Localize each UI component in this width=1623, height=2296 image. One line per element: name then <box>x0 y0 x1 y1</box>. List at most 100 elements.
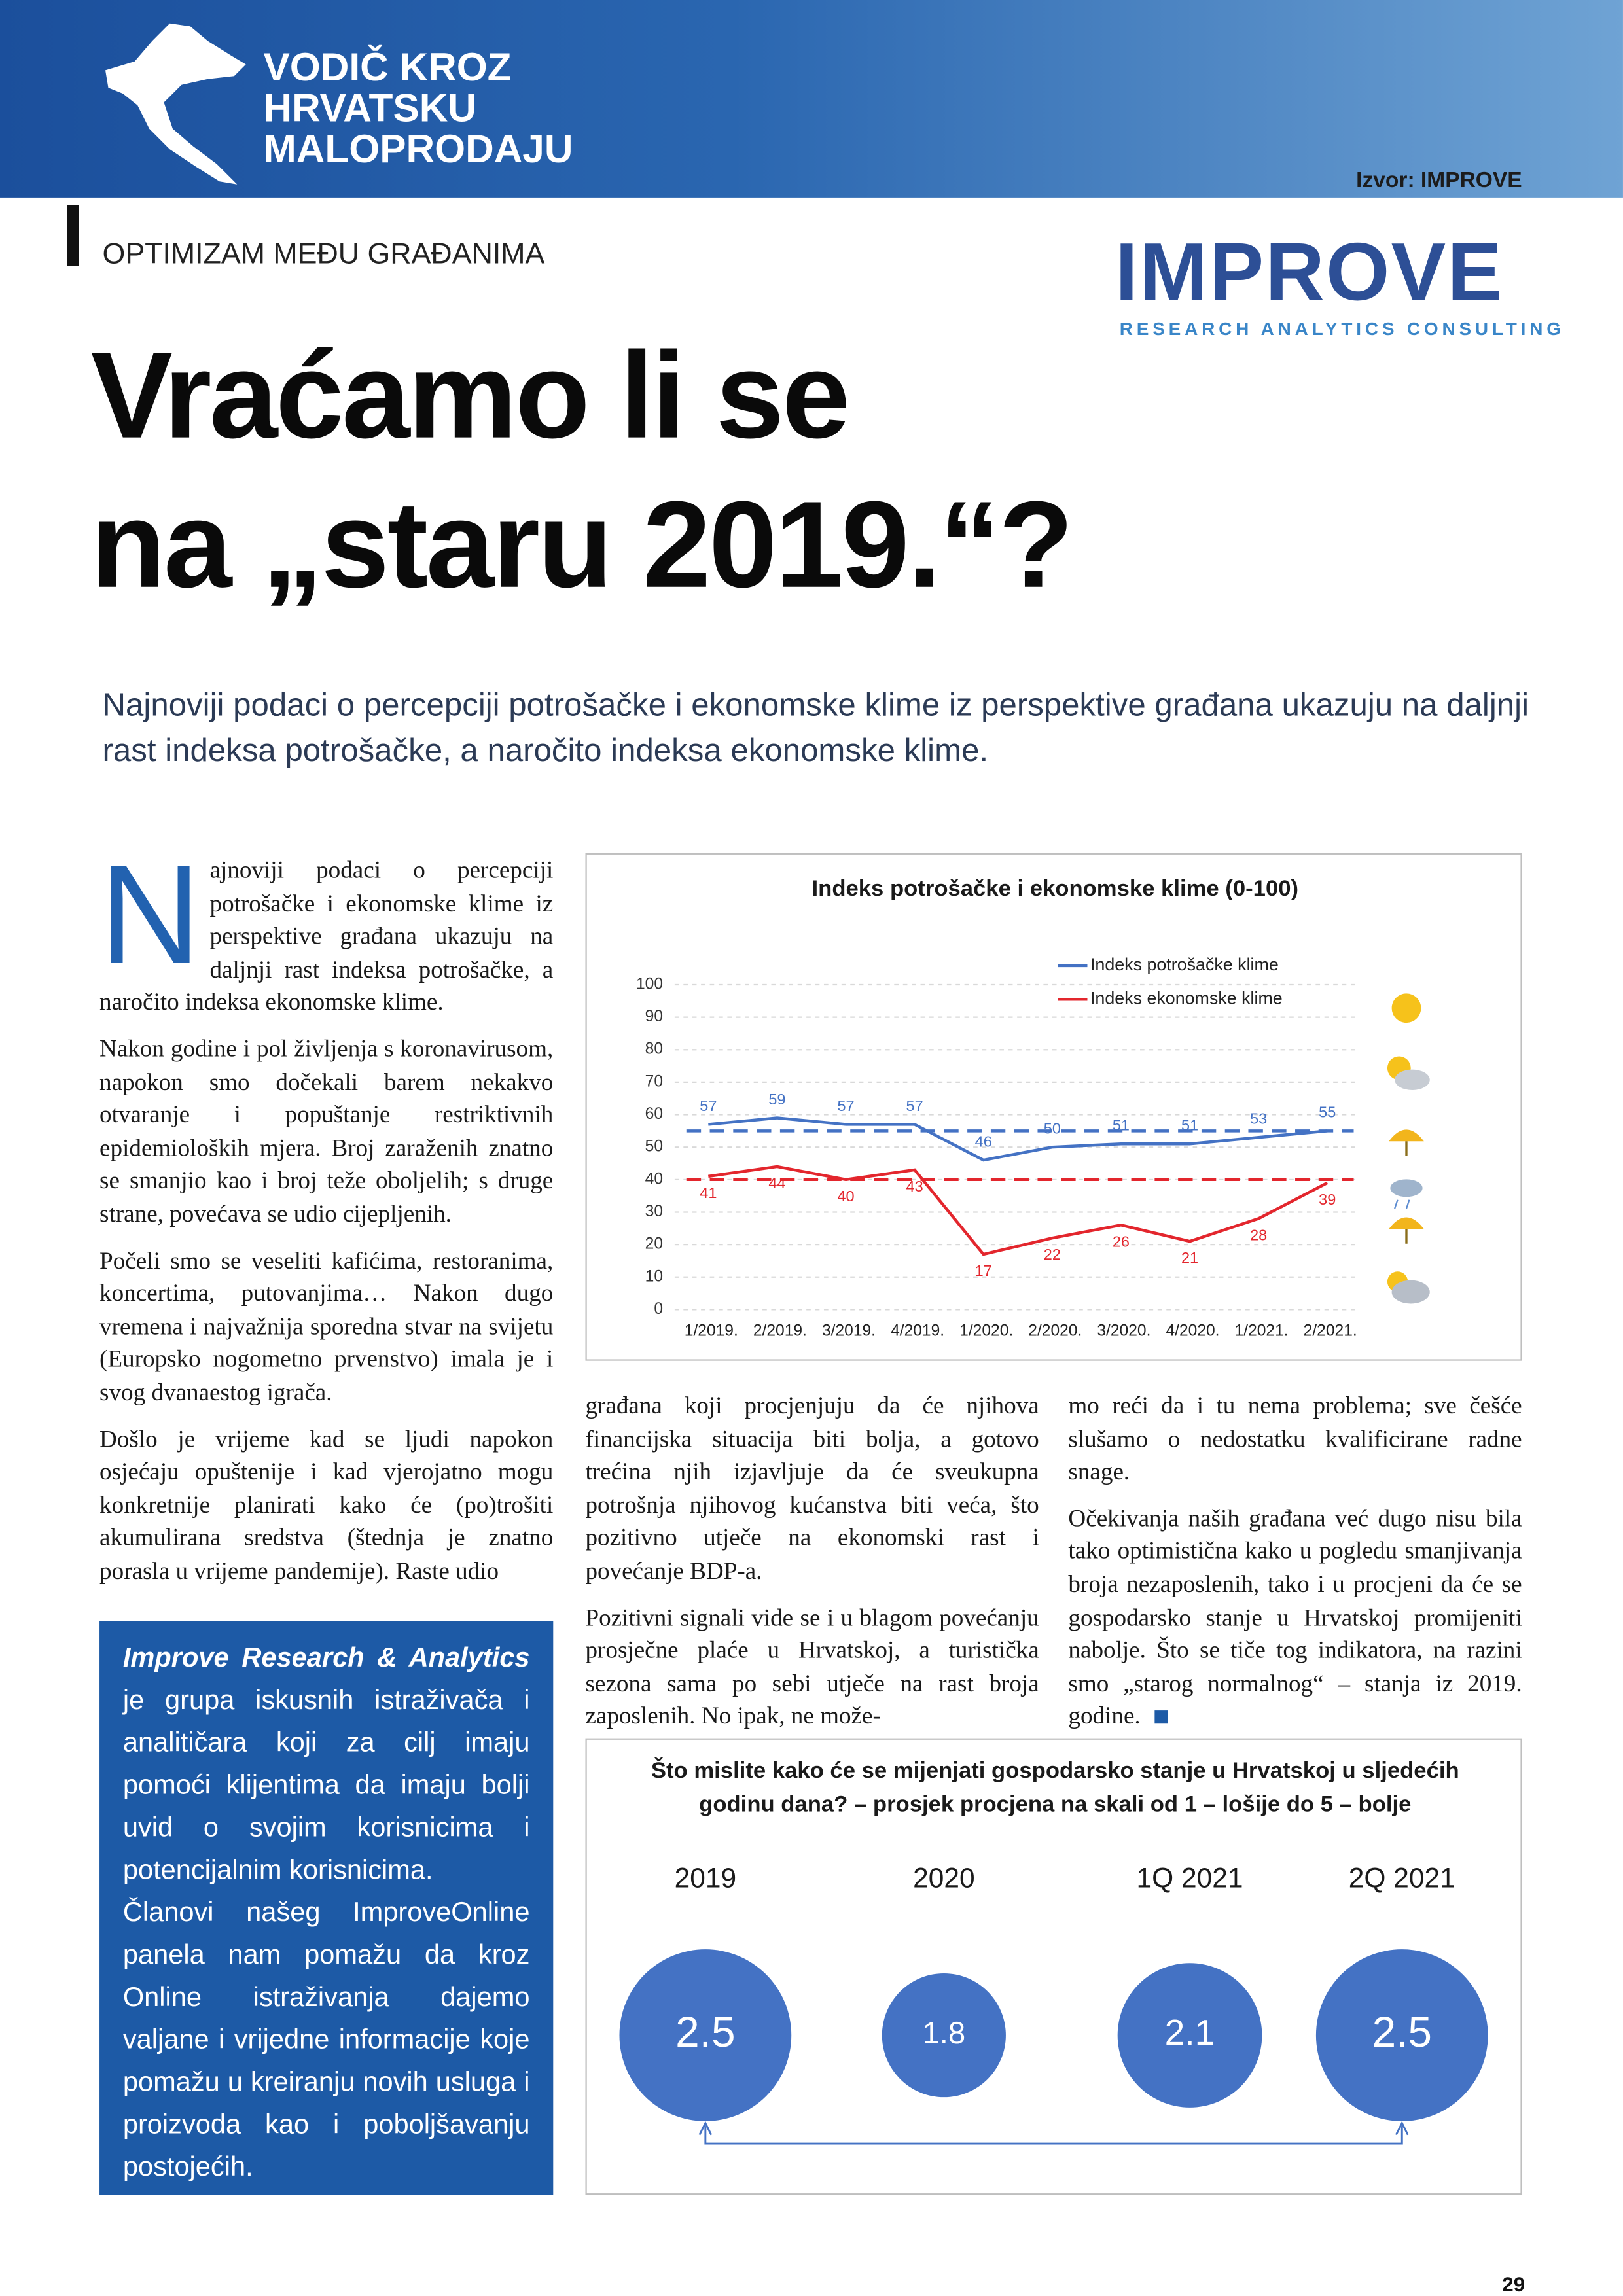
y-tick-label: 0 <box>654 1300 663 1318</box>
legend-label: Indeks potrošačke klime <box>1090 955 1279 974</box>
data-label: 51 <box>1181 1117 1198 1134</box>
data-label: 51 <box>1113 1117 1130 1134</box>
category-label: 1Q 2021 <box>1137 1863 1243 1894</box>
data-label: 46 <box>975 1133 992 1150</box>
data-label: 17 <box>975 1262 992 1279</box>
logo-tagline: RESEARCH ANALYTICS CONSULTING <box>1119 319 1565 340</box>
x-tick-label: 3/2020. <box>1097 1322 1150 1339</box>
series-line <box>708 1165 1329 1256</box>
info-box: Improve Research & Analytics je grupa is… <box>99 1621 554 2195</box>
paragraph: Počeli smo se veseliti kafićima, restora… <box>99 1246 554 1406</box>
lead: Najnoviji podaci o percepciji potrošačke… <box>102 686 1529 769</box>
line-chart-box: Indeks potrošačke i ekonomske klime (0-1… <box>585 853 1522 1361</box>
x-tick-label: 2/2021. <box>1304 1322 1357 1339</box>
x-tick-label: 4/2019. <box>891 1322 944 1339</box>
paragraph-text: Očekivanja naših građana već dugo nisu b… <box>1068 1504 1522 1730</box>
x-tick-label: 2/2019. <box>753 1322 807 1339</box>
paragraph: Došlo je vrijeme kad se ljudi napokon os… <box>99 1424 554 1585</box>
headline: Vraćamo li se <box>90 326 851 464</box>
y-tick-label: 20 <box>645 1235 663 1253</box>
croatia-map <box>105 23 246 185</box>
header-title: VODIČ KROZ HRVATSKU MALOPRODAJU <box>264 47 573 170</box>
paragraph: Improve Research & Analytics je grupa is… <box>123 1636 530 1890</box>
connector-arrow <box>698 2121 1409 2145</box>
paragraph: građana koji procjenjuju da će njihova f… <box>585 1391 1039 1585</box>
header-title-line: MALOPRODAJU <box>263 127 573 171</box>
x-tick-label: 3/2019. <box>822 1322 876 1339</box>
paragraph: Članovi našeg ImproveOnline panela nam p… <box>122 1896 530 2182</box>
y-tick-label: 100 <box>636 975 663 993</box>
data-label: 43 <box>906 1178 923 1195</box>
x-tick-label: 1/2019. <box>685 1322 738 1339</box>
data-label: 39 <box>1319 1191 1336 1208</box>
paragraph-text: je grupa iskusnih istraživača i analitič… <box>122 1684 530 1885</box>
paragraph: Nakon godine i pol življenja s koronavir… <box>99 1034 554 1228</box>
weather-icons <box>1387 993 1430 1304</box>
paragraph: Očekivanja naših građana već dugo nisu b… <box>1068 1502 1522 1734</box>
bubble-label: 2.5 <box>675 2008 735 2056</box>
bubble <box>619 1949 792 2121</box>
header-title-line: VODIČ KROZ <box>263 45 512 90</box>
x-tick-label: 4/2020. <box>1166 1322 1219 1339</box>
y-tick-label: 30 <box>645 1203 663 1220</box>
data-label: 53 <box>1250 1110 1267 1127</box>
source: Izvor: IMPROVE <box>1356 168 1522 194</box>
headline: na „staru 2019.“? <box>90 475 1074 613</box>
paragraph: Pozitivni signali vide se i u blagom pov… <box>585 1602 1039 1730</box>
data-label: 41 <box>700 1184 717 1201</box>
series-line <box>708 1116 1328 1162</box>
data-label: 21 <box>1181 1249 1198 1266</box>
data-label: 22 <box>1044 1246 1061 1263</box>
section-bar <box>67 205 79 266</box>
bubble <box>1315 1949 1488 2121</box>
chart-title: Što mislite kako će se mijenjati gospoda… <box>651 1758 1459 1818</box>
y-tick-label: 40 <box>645 1170 663 1188</box>
data-label: 57 <box>906 1097 923 1114</box>
data-label: 57 <box>700 1097 717 1114</box>
column: mo reći da i tu nema problema; sve češće… <box>1068 1390 1522 1746</box>
x-tick-label: 1/2021. <box>1235 1322 1289 1339</box>
drop-cap: N <box>99 837 202 994</box>
data-label: 26 <box>1113 1233 1130 1250</box>
data-label: 59 <box>768 1091 785 1108</box>
category-label: 2019 <box>675 1863 736 1894</box>
y-tick-label: 60 <box>645 1105 663 1123</box>
bubble-label: 2.1 <box>1165 2012 1215 2053</box>
bubble-label: 2.5 <box>1372 2008 1432 2056</box>
data-label: 28 <box>1250 1226 1267 1243</box>
x-tick-label: 1/2020. <box>959 1322 1013 1339</box>
y-tick-label: 50 <box>645 1138 663 1156</box>
data-label: 44 <box>768 1174 785 1192</box>
section-label: OPTIMIZAM MEĐU GRAĐANIMA <box>102 238 545 271</box>
legend-label: Indeks ekonomske klime <box>1090 988 1283 1008</box>
category-label: 2Q 2021 <box>1349 1863 1455 1894</box>
logo-name: IMPROVE <box>1115 225 1504 318</box>
category-label: 2020 <box>913 1863 974 1894</box>
bubble <box>882 1973 1006 2098</box>
bubble <box>1117 1963 1262 2108</box>
data-label: 55 <box>1319 1104 1336 1121</box>
y-tick-label: 80 <box>645 1040 663 1058</box>
data-label: 50 <box>1044 1120 1061 1137</box>
header-band: VODIČ KROZ HRVATSKU MALOPRODAJU Izvor: I… <box>0 0 1623 198</box>
y-tick-label: 70 <box>645 1072 663 1090</box>
page-number: 29 <box>1502 2272 1525 2296</box>
paragraph: mo reći da i tu nema problema; sve češće… <box>1068 1391 1522 1486</box>
header-title-line: HRVATSKU <box>263 86 476 131</box>
data-label: 57 <box>837 1097 854 1114</box>
y-tick-label: 90 <box>645 1008 663 1025</box>
x-tick-label: 2/2020. <box>1028 1322 1082 1339</box>
data-label: 40 <box>837 1188 854 1205</box>
paragraph-text: ajnoviji podaci o percepciji potrošačke … <box>99 856 554 1016</box>
bubble-chart-box: Što mislite kako će se mijenjati gospoda… <box>585 1738 1522 2195</box>
bubble-chart: 2019 2.5 2020 1.8 1Q 2021 2.1 2Q 2021 2.5 <box>619 1863 1488 2145</box>
chart-title: Indeks potrošačke i ekonomske klime (0-1… <box>812 876 1299 901</box>
end-mark <box>1155 1710 1169 1725</box>
column: građana koji procjenjuju da će njihova f… <box>585 1390 1039 1746</box>
bubble-label: 1.8 <box>922 2016 965 2051</box>
info-lead: Improve Research & Analytics <box>122 1642 530 1672</box>
